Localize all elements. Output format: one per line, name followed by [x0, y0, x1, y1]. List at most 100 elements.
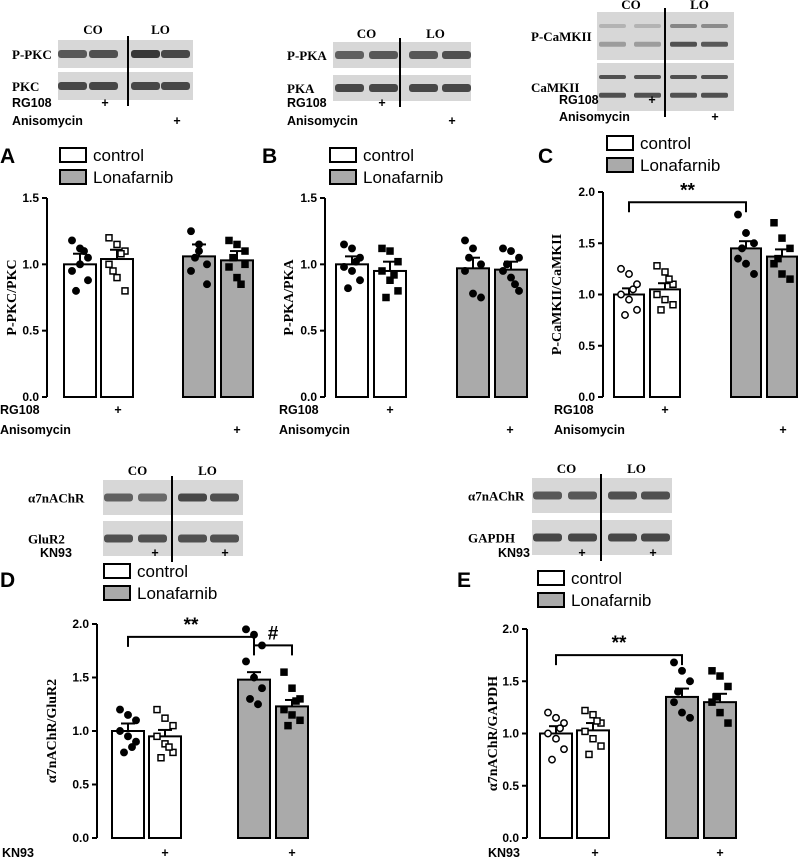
y-tick-label: 0.5	[22, 324, 39, 338]
data-point	[233, 240, 241, 249]
data-point	[157, 754, 165, 762]
condition-mark: +	[233, 423, 240, 437]
blot-band	[104, 493, 133, 502]
y-tick-label: 2.0	[502, 622, 519, 636]
bar	[730, 247, 762, 398]
blot-band	[409, 51, 438, 59]
bar	[63, 263, 97, 399]
y-tick-label: 0.5	[72, 778, 89, 792]
condition-mark: +	[448, 114, 455, 128]
blot-band	[634, 24, 661, 28]
legend-swatch	[329, 169, 357, 185]
data-point	[84, 253, 92, 262]
data-point	[128, 743, 136, 751]
data-point	[665, 275, 673, 283]
blot-band	[89, 82, 118, 90]
data-point	[296, 716, 304, 725]
condition-label: Anisomycin	[554, 423, 625, 437]
data-point	[625, 270, 633, 278]
data-point	[657, 306, 665, 314]
data-point	[132, 716, 140, 725]
blot-band	[369, 84, 398, 92]
group-label: LO	[627, 461, 646, 476]
data-point	[121, 287, 129, 295]
data-point	[581, 706, 589, 715]
blot-band	[641, 533, 670, 542]
y-axis-label: P-PKC/PKC	[5, 259, 20, 335]
data-point	[280, 668, 288, 676]
condition-label: KN93	[2, 846, 34, 860]
blot-band	[131, 50, 160, 58]
data-point	[708, 667, 716, 675]
data-point	[593, 717, 601, 725]
y-axis-label: α7nAChR/GluR2	[45, 679, 60, 783]
legend-entry: control	[137, 562, 188, 581]
condition-mark: +	[378, 96, 385, 110]
condition-mark: +	[288, 846, 295, 860]
data-point	[378, 267, 386, 275]
y-axis-label: P-PKA/PKA	[282, 259, 297, 336]
y-tick-label: 1.5	[300, 191, 317, 205]
legend-swatch	[59, 169, 87, 185]
data-point	[653, 290, 661, 299]
data-point	[515, 253, 523, 262]
legend-entry: control	[571, 569, 622, 588]
data-point	[552, 734, 560, 743]
data-point	[786, 275, 794, 283]
panel-letter: E	[457, 569, 471, 592]
data-point	[670, 658, 678, 667]
significance-bracket	[253, 644, 293, 656]
y-tick-label: 0.0	[22, 390, 39, 404]
data-point	[597, 742, 605, 750]
data-point	[461, 267, 469, 275]
blot-row-label: α7nAChR	[28, 491, 85, 506]
data-point	[503, 260, 511, 269]
condition-label: Anisomycin	[559, 110, 630, 124]
significance-label: **	[680, 180, 695, 201]
data-point	[386, 276, 394, 285]
y-tick-label: 0.5	[578, 339, 595, 353]
group-label: CO	[621, 0, 641, 12]
blot-band	[634, 92, 661, 98]
data-point	[625, 295, 633, 304]
legend-entry: control	[363, 146, 414, 165]
blot-row-label: PKA	[287, 81, 315, 96]
bar	[275, 705, 309, 840]
group-label: CO	[128, 463, 148, 478]
condition-label: RG108	[559, 93, 599, 107]
data-point	[187, 227, 195, 236]
data-point	[544, 708, 552, 717]
significance-label: **	[612, 633, 627, 654]
data-point	[678, 666, 686, 675]
data-point	[461, 236, 469, 245]
significance-bracket	[555, 654, 683, 666]
data-point	[724, 719, 732, 727]
blot-row-label: α7nAChR	[468, 489, 525, 504]
blot-band	[701, 75, 728, 79]
y-tick-label: 0.5	[502, 779, 519, 793]
data-point	[469, 289, 477, 298]
blot-band	[138, 534, 167, 543]
legend-swatch	[329, 147, 357, 163]
data-point	[716, 708, 724, 717]
data-point	[465, 253, 473, 262]
data-point	[750, 270, 758, 278]
data-point	[669, 301, 677, 309]
y-tick-label: 1.0	[502, 727, 519, 741]
condition-label: KN93	[40, 546, 72, 560]
data-point	[80, 247, 88, 256]
blot-band	[670, 41, 697, 47]
y-tick-label: 1.0	[22, 257, 39, 271]
data-point	[109, 267, 117, 275]
bar	[220, 259, 254, 398]
data-point	[288, 711, 296, 719]
blot-row-label: CaMKII	[531, 80, 579, 95]
blot-band	[701, 24, 728, 28]
condition-label: Anisomycin	[0, 423, 71, 437]
